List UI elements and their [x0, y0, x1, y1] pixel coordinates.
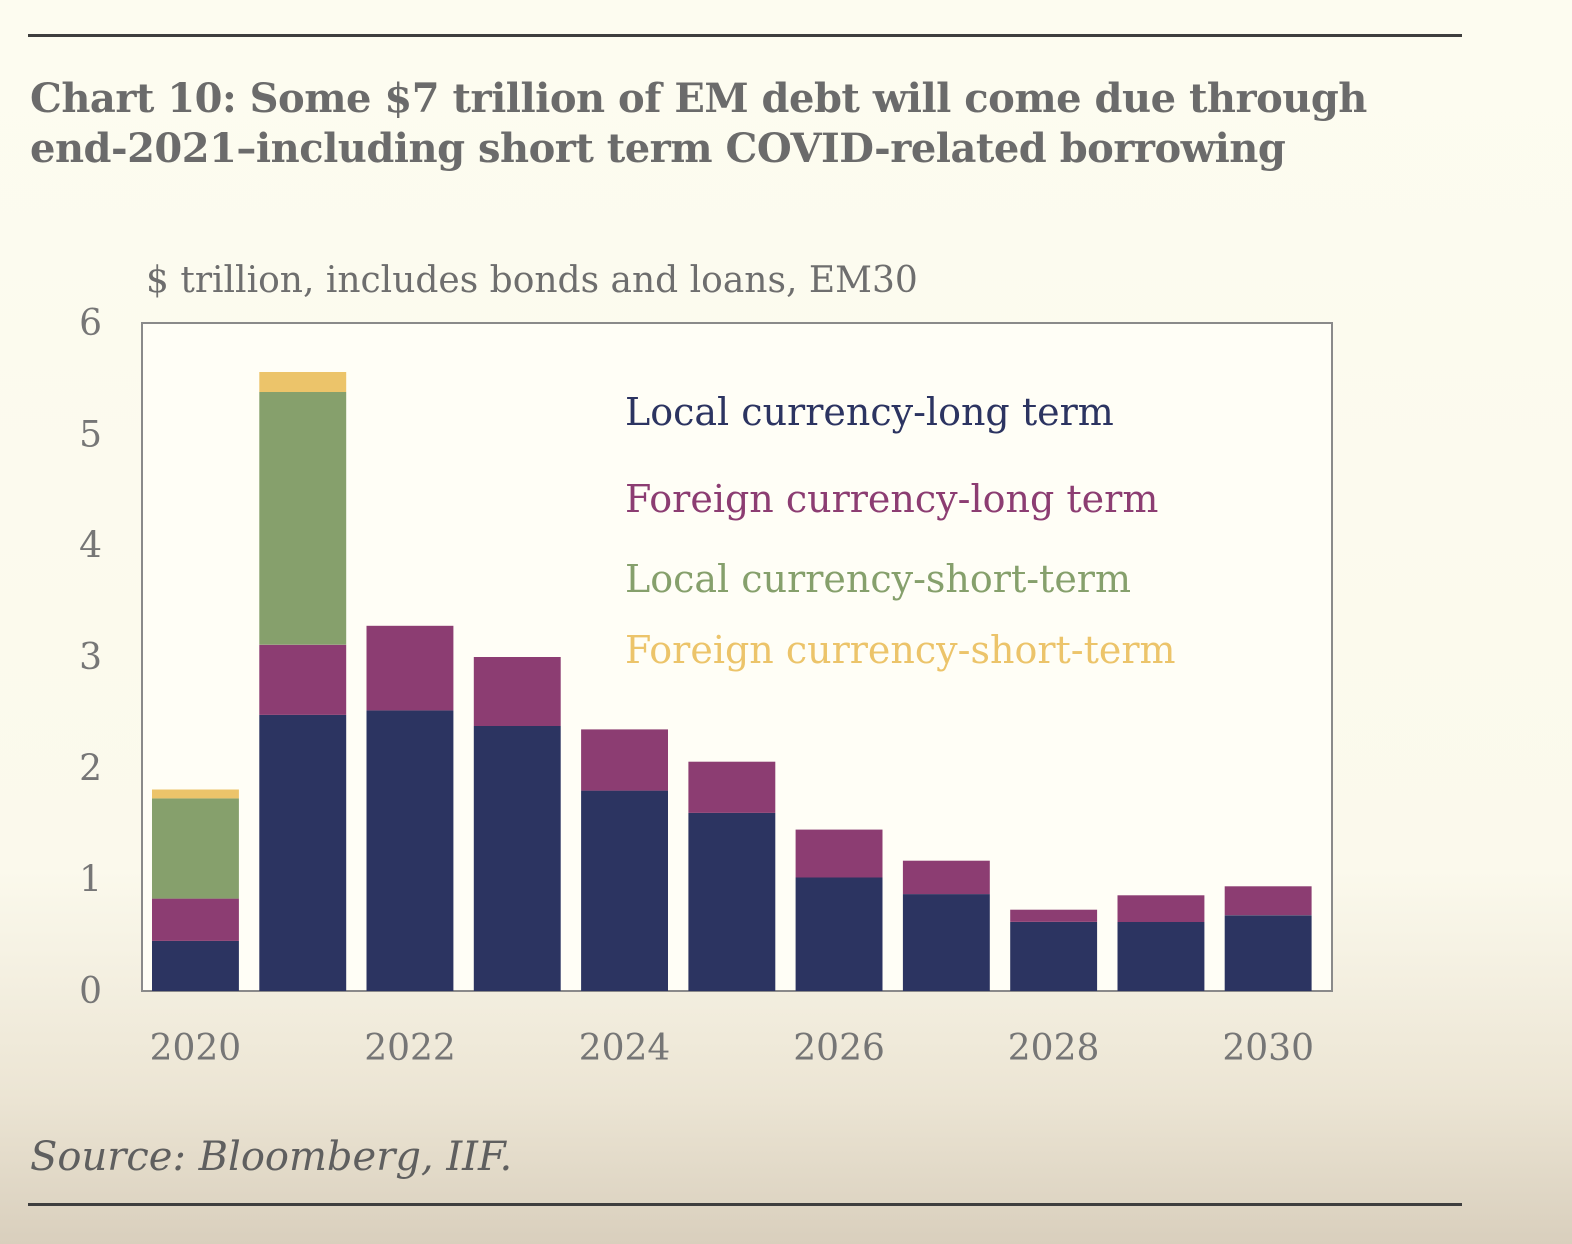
- bar-2020-series-1: [152, 898, 239, 941]
- x-tick-label-2022: 2022: [364, 1028, 456, 1069]
- bar-2024-series-0: [581, 790, 668, 991]
- x-tick-label-2020: 2020: [150, 1028, 242, 1069]
- bar-2027-series-0: [902, 894, 990, 991]
- legend-entry-1: Foreign currency-long term: [625, 477, 1158, 521]
- bar-2021-series-2: [259, 392, 347, 645]
- x-tick-label-2024: 2024: [579, 1028, 671, 1069]
- legend-entry-3: Foreign currency-short-term: [625, 628, 1176, 672]
- bar-2026-series-1: [795, 829, 883, 878]
- bar-2026-series-0: [795, 877, 883, 991]
- legend-entry-2: Local currency-short-term: [625, 557, 1131, 601]
- bar-2020-series-2: [152, 798, 239, 899]
- y-tick-label-3: 3: [79, 637, 102, 678]
- bar-2029-series-0: [1117, 922, 1205, 991]
- y-tick-label-2: 2: [79, 748, 102, 789]
- y-tick-label-5: 5: [79, 414, 102, 455]
- bar-2023-series-0: [473, 726, 561, 991]
- bar-2028-series-1: [1010, 909, 1098, 922]
- y-tick-label-0: 0: [79, 971, 102, 1012]
- y-tick-labels: 0 1 2 3 4 5 6: [79, 303, 102, 1012]
- y-axis-label: $ trillion, includes bonds and loans, EM…: [146, 260, 918, 301]
- y-tick-label-6: 6: [79, 303, 102, 344]
- bar-2024-series-1: [581, 729, 668, 791]
- x-tick-label-2028: 2028: [1008, 1028, 1100, 1069]
- bar-2027-series-1: [902, 860, 990, 895]
- bars-group: [152, 372, 1312, 991]
- bar-2028-series-0: [1010, 922, 1098, 991]
- x-tick-label-2026: 2026: [793, 1028, 885, 1069]
- bar-2025-series-0: [688, 812, 776, 991]
- legend: Local currency-long term Foreign currency…: [625, 390, 1176, 672]
- chart-title-line-1: Chart 10: Some $7 trillion of EM debt wi…: [30, 75, 1367, 122]
- bar-2022-series-0: [366, 710, 454, 991]
- bar-2021-series-1: [259, 644, 347, 715]
- y-tick-label-4: 4: [79, 526, 102, 567]
- y-tick-label-1: 1: [79, 860, 102, 901]
- top-rule: [28, 34, 1462, 37]
- legend-entry-0: Local currency-long term: [625, 390, 1114, 434]
- chart-title: Chart 10: Some $7 trillion of EM debt wi…: [30, 74, 1470, 174]
- x-tick-label-2030: 2030: [1222, 1028, 1314, 1069]
- bar-2021-series-0: [259, 714, 347, 991]
- bar-2025-series-1: [688, 761, 776, 813]
- bar-2023-series-1: [473, 657, 561, 726]
- bar-2030-series-1: [1224, 886, 1312, 916]
- bar-2020-series-3: [152, 789, 239, 799]
- bar-2021-series-3: [259, 372, 347, 392]
- source-note: Source: Bloomberg, IIF.: [30, 1134, 513, 1180]
- chart-title-line-2: end-2021–including short term COVID-rela…: [30, 125, 1286, 172]
- bar-2022-series-1: [366, 625, 454, 711]
- bottom-rule: [28, 1203, 1462, 1206]
- bar-2030-series-0: [1224, 915, 1312, 991]
- bar-2020-series-0: [152, 940, 239, 991]
- bar-2029-series-1: [1117, 895, 1205, 922]
- x-tick-labels: 2020 2022 2024 2026 2028 2030: [150, 1028, 1314, 1069]
